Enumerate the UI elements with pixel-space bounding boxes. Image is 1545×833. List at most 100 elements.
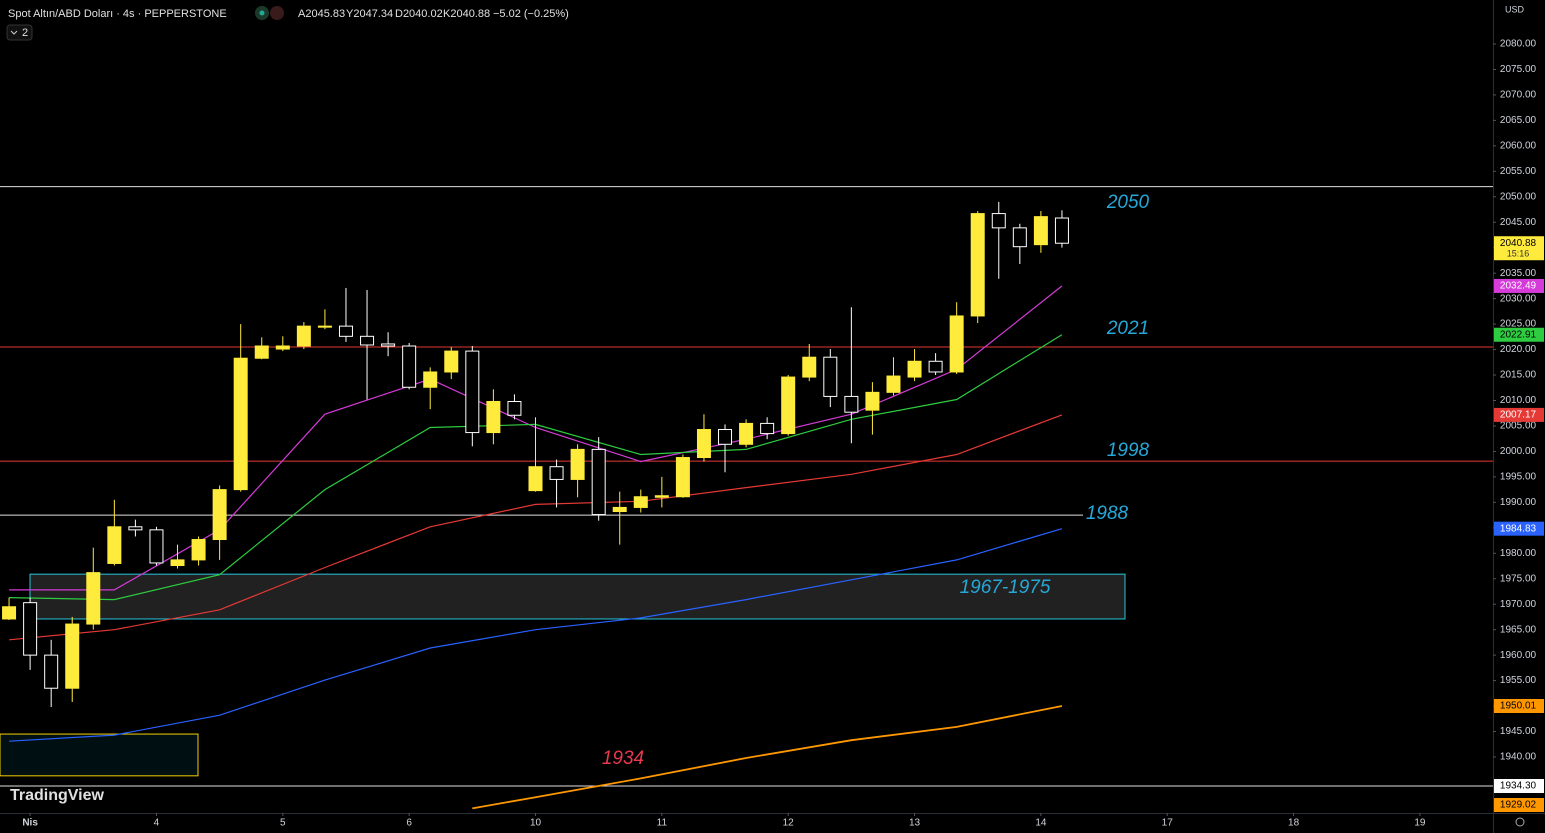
ohlc-close: K2040.88	[443, 8, 490, 20]
x-tick-label: 18	[1288, 818, 1300, 829]
candle-body	[549, 466, 564, 480]
price-tag	[1494, 327, 1544, 342]
y-tick-label: 1945.00	[1500, 726, 1537, 737]
x-tick-label: 11	[657, 818, 668, 829]
candle-body	[381, 343, 396, 347]
candle-body	[528, 466, 543, 492]
y-tick-label: 2020.00	[1500, 344, 1537, 355]
y-tick-label: 2060.00	[1500, 140, 1537, 151]
candle-body	[865, 391, 880, 411]
y-tick-label: 2030.00	[1500, 293, 1537, 304]
y-tick-label: 2010.00	[1500, 395, 1537, 406]
candle-body	[739, 422, 754, 445]
candle-body	[570, 448, 585, 480]
candle-body	[444, 350, 459, 373]
candle-body	[423, 371, 438, 388]
candle-body	[633, 496, 648, 508]
annotation: 2021	[1106, 318, 1149, 339]
candle-body	[317, 325, 332, 328]
y-tick-label: 2015.00	[1500, 370, 1537, 381]
candle-body	[928, 360, 943, 373]
price-tag-label: 1984.83	[1500, 523, 1537, 534]
currency[interactable]: USD	[1505, 4, 1525, 14]
brand-logo[interactable]: TradingView	[10, 787, 105, 804]
annotation: 1967-1975	[960, 577, 1051, 598]
candle-body	[1054, 217, 1069, 244]
x-tick-label: 12	[783, 818, 795, 829]
indicator-toggle[interactable]	[6, 24, 33, 41]
ohlc-low: D2040.02	[395, 8, 443, 20]
price-tag	[1494, 236, 1544, 261]
candle-body	[970, 213, 985, 317]
price-tag-label: 2040.88	[1500, 238, 1537, 249]
chevron	[10, 30, 18, 35]
y-tick-label: 2065.00	[1500, 115, 1537, 126]
candle-body	[65, 623, 80, 689]
candle-body	[233, 357, 248, 491]
candle-body	[907, 360, 922, 378]
candle-body	[191, 539, 206, 561]
price-tag-label: 2007.17	[1500, 410, 1537, 421]
candle-body	[170, 559, 185, 566]
candle-body	[696, 429, 711, 459]
candle-body	[781, 376, 796, 435]
candle-body	[149, 529, 164, 564]
price-tag	[1494, 521, 1544, 536]
annotation: 1934	[602, 748, 644, 769]
price-tag	[1494, 798, 1544, 812]
ma-line	[472, 705, 1063, 810]
y-tick-label: 1980.00	[1500, 548, 1537, 559]
candle-body	[1012, 227, 1027, 248]
price-tag	[1494, 779, 1544, 794]
candle-body	[507, 401, 522, 416]
annotation: 1998	[1107, 440, 1150, 461]
y-tick-label: 1940.00	[1500, 752, 1537, 763]
candle-body	[86, 572, 101, 625]
candle-body	[107, 526, 122, 564]
price-tag	[1494, 407, 1544, 422]
settings-icon[interactable]	[1515, 817, 1525, 827]
price-tag	[1494, 699, 1544, 714]
candle-body	[2, 606, 17, 620]
candle-body	[254, 345, 269, 359]
candle-body	[338, 325, 353, 337]
y-tick-label: 2075.00	[1500, 64, 1537, 75]
candle-body	[1033, 216, 1048, 246]
y-tick-label: 2005.00	[1500, 421, 1537, 432]
x-axis-bg	[0, 813, 1493, 833]
candle-body	[212, 489, 227, 541]
x-tick-label: 5	[280, 818, 286, 829]
indicator-count: 2	[22, 27, 28, 39]
candle-body	[675, 457, 690, 498]
ma-line	[9, 528, 1063, 742]
y-tick-label: 1965.00	[1500, 624, 1537, 635]
y-tick-label: 1975.00	[1500, 573, 1537, 584]
x-tick-label: 6	[406, 818, 412, 829]
ohlc-open: A2045.83	[298, 8, 345, 20]
candle-body	[44, 654, 59, 689]
zone	[0, 733, 199, 777]
x-tick-label: 13	[909, 818, 921, 829]
x-tick-label: Nis	[22, 818, 38, 829]
ohlc-change: −5.02 (−0.25%)	[493, 8, 569, 20]
ohlc-high: Y2047.34	[346, 8, 393, 20]
candle-body	[760, 422, 775, 435]
y-tick-label: 2070.00	[1500, 90, 1537, 101]
y-tick-label: 1970.00	[1500, 599, 1537, 610]
countdown: 15:16	[1507, 249, 1530, 259]
status-icon	[270, 6, 284, 20]
x-tick-label: 19	[1414, 818, 1426, 829]
price-tag-label: 1950.01	[1500, 701, 1537, 712]
price-tag-label: 1929.02	[1500, 800, 1537, 811]
candle-body	[844, 395, 859, 413]
symbol-title[interactable]: Spot Altın/ABD Doları · 4s · PEPPERSTONE	[8, 8, 227, 20]
candle-body	[991, 213, 1006, 229]
annotation: 1988	[1086, 503, 1129, 524]
candle-body	[886, 375, 901, 393]
candle-body	[591, 448, 606, 516]
candle-body	[949, 315, 964, 373]
candle-body	[654, 495, 669, 498]
